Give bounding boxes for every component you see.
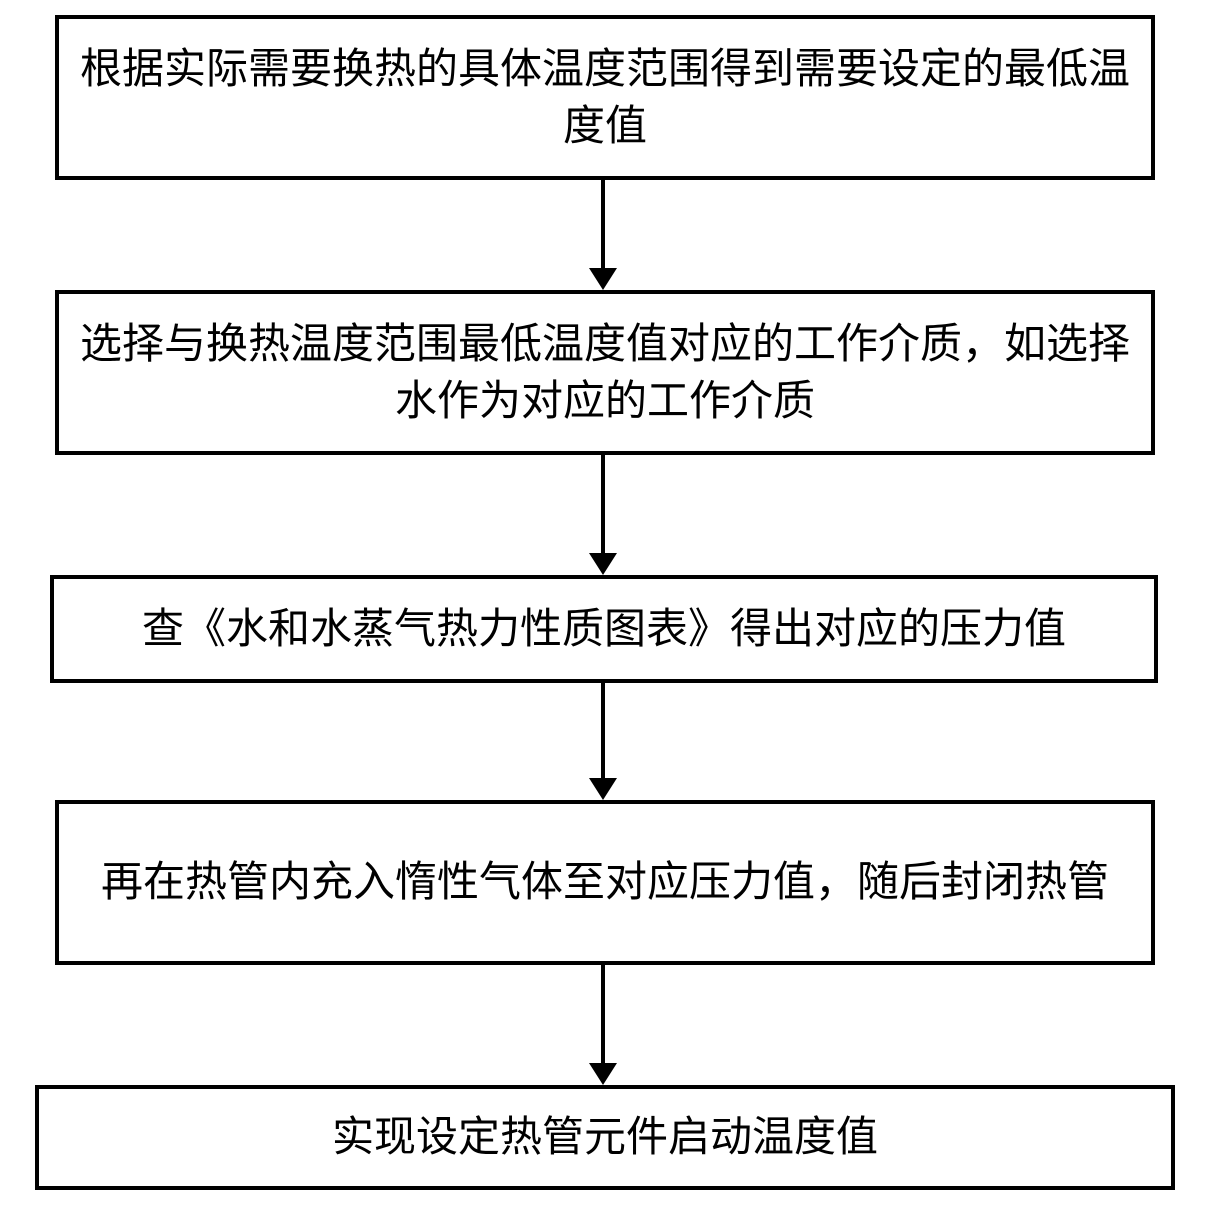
flow-node-n3: 查《水和水蒸气热力性质图表》得出对应的压力值 (50, 575, 1158, 683)
flow-node-n5: 实现设定热管元件启动温度值 (35, 1085, 1175, 1190)
flow-node-label: 再在热管内充入惰性气体至对应压力值，随后封闭热管 (101, 854, 1109, 911)
flow-arrow-line (601, 455, 605, 553)
flow-arrow-line (601, 683, 605, 778)
flow-arrow-line (601, 965, 605, 1063)
flow-node-n1: 根据实际需要换热的具体温度范围得到需要设定的最低温度值 (55, 15, 1155, 180)
flow-arrow-line (601, 180, 605, 268)
flow-node-label: 根据实际需要换热的具体温度范围得到需要设定的最低温度值 (79, 41, 1131, 154)
flowchart-canvas: 根据实际需要换热的具体温度范围得到需要设定的最低温度值选择与换热温度范围最低温度… (0, 0, 1205, 1215)
flow-arrow-head (589, 553, 617, 575)
flow-arrow-head (589, 268, 617, 290)
flow-arrow-head (589, 1063, 617, 1085)
flow-arrow-head (589, 778, 617, 800)
flow-node-label: 查《水和水蒸气热力性质图表》得出对应的压力值 (142, 601, 1066, 658)
flow-node-label: 选择与换热温度范围最低温度值对应的工作介质，如选择水作为对应的工作介质 (79, 316, 1131, 429)
flow-node-label: 实现设定热管元件启动温度值 (332, 1109, 878, 1166)
flow-node-n2: 选择与换热温度范围最低温度值对应的工作介质，如选择水作为对应的工作介质 (55, 290, 1155, 455)
flow-node-n4: 再在热管内充入惰性气体至对应压力值，随后封闭热管 (55, 800, 1155, 965)
